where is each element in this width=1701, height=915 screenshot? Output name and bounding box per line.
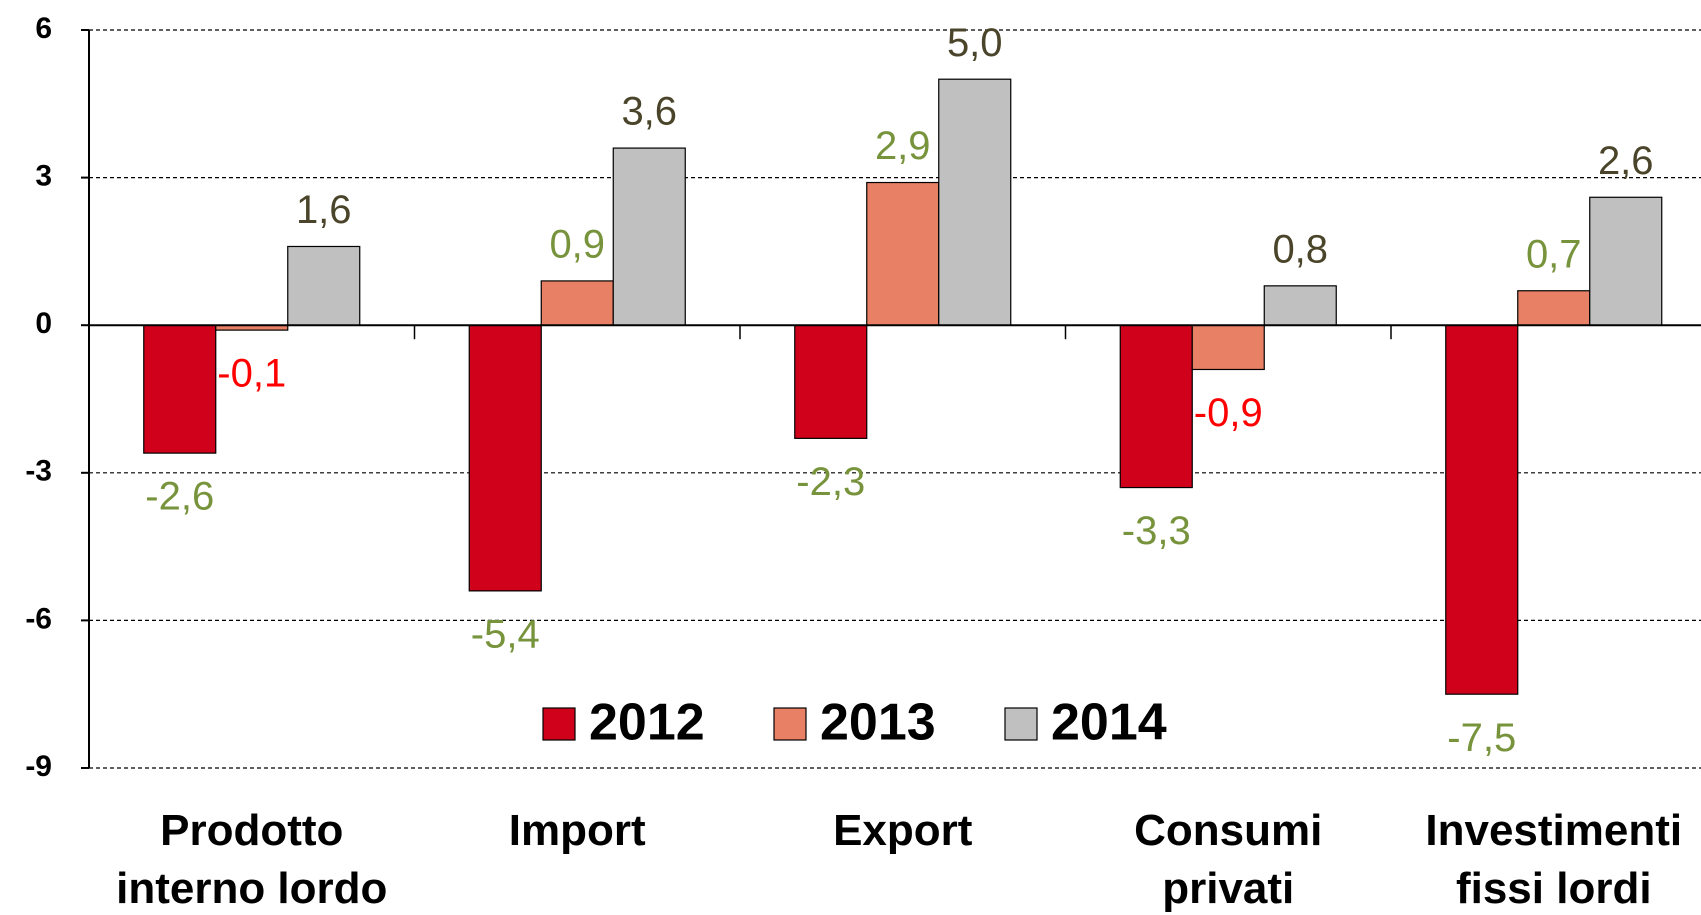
data-label: -5,4	[471, 612, 540, 656]
data-label: -2,6	[145, 475, 214, 519]
y-tick-label: 3	[35, 160, 52, 193]
x-tick-label: Consumi privati	[1134, 806, 1323, 913]
x-tick-label: Import	[508, 806, 646, 855]
bar	[938, 78, 1012, 326]
bar	[866, 181, 940, 326]
data-label: 0,9	[549, 222, 605, 266]
legend-swatch	[542, 707, 576, 741]
bar	[540, 280, 614, 326]
bar	[1263, 285, 1337, 326]
data-label: 0,8	[1272, 227, 1328, 271]
data-label: -2,3	[796, 460, 865, 504]
y-tick-label: 6	[35, 12, 52, 45]
data-label: -0,9	[1194, 391, 1263, 435]
bar	[1445, 324, 1519, 695]
bar	[468, 324, 542, 592]
data-label: 1,6	[296, 188, 352, 232]
legend-swatch	[773, 707, 807, 741]
y-tick-label: -3	[25, 455, 52, 488]
data-label: -3,3	[1122, 509, 1191, 553]
data-label: -7,5	[1447, 716, 1516, 760]
data-label: 2,6	[1598, 139, 1654, 183]
data-label: 0,7	[1526, 232, 1582, 276]
bar	[612, 147, 686, 326]
data-label: -0,1	[217, 352, 286, 396]
legend-swatch	[1004, 707, 1038, 741]
bar	[1589, 196, 1663, 326]
x-tick-label: Export	[833, 806, 973, 855]
bar	[794, 324, 868, 439]
y-tick-label: -9	[25, 750, 52, 783]
data-label: 5,0	[947, 21, 1003, 65]
bar	[287, 245, 361, 326]
x-tick-label: Investimenti fissi lordi	[1425, 806, 1683, 913]
y-tick-label: 0	[35, 307, 52, 340]
bar	[143, 324, 217, 454]
legend-label: 2013	[820, 694, 936, 752]
data-label: 2,9	[875, 124, 931, 168]
x-tick-label: Prodotto interno lordo	[116, 806, 388, 913]
bar	[1517, 290, 1591, 326]
y-tick-label: -6	[25, 602, 52, 635]
legend-label: 2014	[1051, 694, 1167, 752]
legend-label: 2012	[589, 694, 705, 752]
bar	[1191, 324, 1265, 371]
bar	[1119, 324, 1193, 489]
data-label: 3,6	[621, 90, 677, 134]
